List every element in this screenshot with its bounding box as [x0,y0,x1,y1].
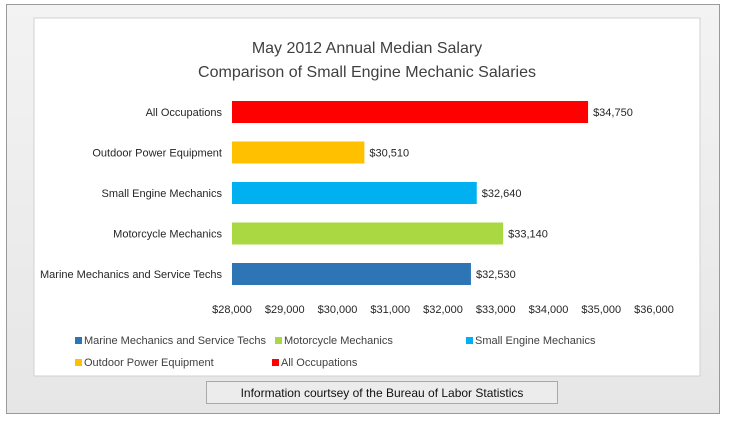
data-label: $34,750 [593,107,633,119]
legend: Marine Mechanics and Service Techs Motorc… [75,335,596,369]
data-label: $30,510 [369,148,409,160]
legend-label: Motorcycle Mechanics [284,335,393,347]
x-tick-label: $28,000 [212,304,252,316]
bar-small-engine-mechanics [232,182,477,204]
data-label: $33,140 [508,229,548,241]
bars-group: All Occupations $34,750 Outdoor Power Equi… [40,101,633,285]
legend-swatch [272,359,279,366]
data-label: $32,640 [482,188,522,200]
chart-title-line-1: May 2012 Annual Median Salary [252,40,482,57]
legend-swatch [75,337,82,344]
legend-swatch [275,337,282,344]
category-label: Marine Mechanics and Service Techs [40,269,222,281]
bar-all-occupations [232,101,589,123]
bar-motorcycle-mechanics [232,222,504,245]
legend-label: All Occupations [281,357,358,369]
data-label: $32,530 [476,269,516,281]
category-label: Small Engine Mechanics [102,188,223,200]
x-tick-label: $35,000 [581,304,621,316]
x-tick-label: $32,000 [423,304,463,316]
legend-label: Small Engine Mechanics [475,335,596,347]
legend-swatch [466,337,473,344]
source-note: Information courtsey of the Bureau of La… [206,381,558,404]
x-tick-label: $30,000 [318,304,358,316]
bar-marine-mechanics-and-service-techs [232,263,471,285]
category-label: All Occupations [146,107,223,119]
legend-label: Outdoor Power Equipment [84,357,214,369]
chart-title-line-2: Comparison of Small Engine Mechanic Sala… [198,64,536,81]
x-tick-label: $36,000 [634,304,674,316]
legend-swatch [75,359,82,366]
x-axis: $28,000 $29,000 $30,000 $31,000 $32,000 $33,0… [212,304,674,316]
x-tick-label: $33,000 [476,304,516,316]
legend-label: Marine Mechanics and Service Techs [84,335,266,347]
bar-outdoor-power-equipment [232,141,365,164]
category-label: Motorcycle Mechanics [113,229,222,241]
x-tick-label: $29,000 [265,304,305,316]
x-tick-label: $34,000 [529,304,569,316]
category-label: Outdoor Power Equipment [92,148,222,160]
x-tick-label: $31,000 [370,304,410,316]
